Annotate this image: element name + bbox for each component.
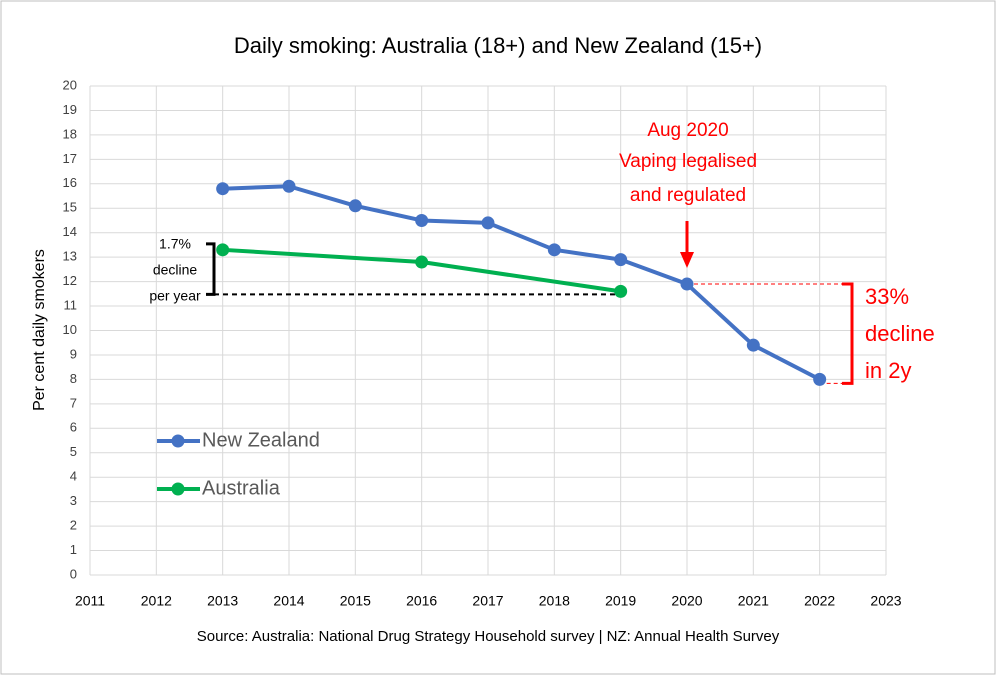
y-tick-label: 11 xyxy=(64,297,78,312)
y-tick-label: 12 xyxy=(63,273,77,288)
data-point xyxy=(813,372,827,386)
data-point xyxy=(282,179,296,193)
data-point xyxy=(348,199,362,213)
y-tick-label: 17 xyxy=(63,151,77,166)
y-tick-label: 8 xyxy=(70,371,77,386)
y-tick-label: 19 xyxy=(63,102,77,117)
x-tick-label: 2011 xyxy=(75,593,105,609)
annotation: Aug 2020 xyxy=(647,120,728,141)
annotation: decline xyxy=(865,321,935,346)
y-tick-label: 15 xyxy=(63,200,77,215)
arrow-head xyxy=(680,252,694,268)
y-tick-label: 14 xyxy=(63,224,77,239)
x-tick-label: 2022 xyxy=(804,593,835,609)
legend-marker xyxy=(171,434,185,448)
data-point xyxy=(216,182,230,196)
x-tick-label: 2014 xyxy=(273,593,304,609)
x-tick-label: 2018 xyxy=(539,593,570,609)
bracket xyxy=(206,242,216,296)
x-tick-label: 2021 xyxy=(738,593,769,609)
y-tick-label: 4 xyxy=(70,469,77,484)
y-tick-label: 18 xyxy=(63,126,77,141)
x-tick-label: 2019 xyxy=(605,593,636,609)
y-axis-label: Per cent daily smokers xyxy=(31,249,48,411)
x-tick-label: 2023 xyxy=(870,593,901,609)
y-tick-label: 1 xyxy=(70,542,77,557)
source: Source: Australia: National Drug Strateg… xyxy=(197,628,780,645)
legend-label: New Zealand xyxy=(202,429,320,451)
y-tick-label: 13 xyxy=(63,249,77,264)
chart-title: Daily smoking: Australia (18+) and New Z… xyxy=(234,33,762,58)
annotation: 1.7% xyxy=(159,236,191,252)
bracket xyxy=(842,282,854,385)
y-tick-label: 16 xyxy=(63,175,77,190)
legend-marker xyxy=(171,482,185,496)
x-tick-label: 2017 xyxy=(472,593,503,609)
annotation: in 2y xyxy=(865,358,911,383)
data-point xyxy=(216,243,230,257)
y-tick-label: 10 xyxy=(63,322,77,337)
x-tick-label: 2013 xyxy=(207,593,238,609)
x-tick-label: 2016 xyxy=(406,593,437,609)
x-tick-label: 2012 xyxy=(141,593,172,609)
y-tick-label: 5 xyxy=(70,444,77,459)
data-point xyxy=(481,216,495,230)
y-tick-label: 7 xyxy=(70,395,77,410)
y-tick-label: 9 xyxy=(70,346,77,361)
y-tick-label: 20 xyxy=(63,77,77,92)
y-tick-label: 3 xyxy=(70,493,77,508)
annotation: Vaping legalised xyxy=(619,151,757,172)
annotation: and regulated xyxy=(630,185,746,206)
annotation: per year xyxy=(149,288,201,304)
legend-label: Australia xyxy=(202,477,281,499)
y-tick-label: 0 xyxy=(70,566,77,581)
series-line xyxy=(222,184,821,382)
y-tick-label: 2 xyxy=(70,518,77,533)
data-point xyxy=(746,338,760,352)
y-tick-label: 6 xyxy=(70,420,77,435)
annotation: decline xyxy=(153,262,198,278)
data-point xyxy=(415,255,429,269)
data-point xyxy=(614,253,628,267)
data-point xyxy=(547,243,561,257)
data-point xyxy=(415,213,429,227)
x-tick-label: 2015 xyxy=(340,593,371,609)
data-point xyxy=(680,277,694,291)
annotation: 33% xyxy=(865,284,909,309)
x-tick-label: 2020 xyxy=(671,593,702,609)
data-point xyxy=(614,284,628,298)
